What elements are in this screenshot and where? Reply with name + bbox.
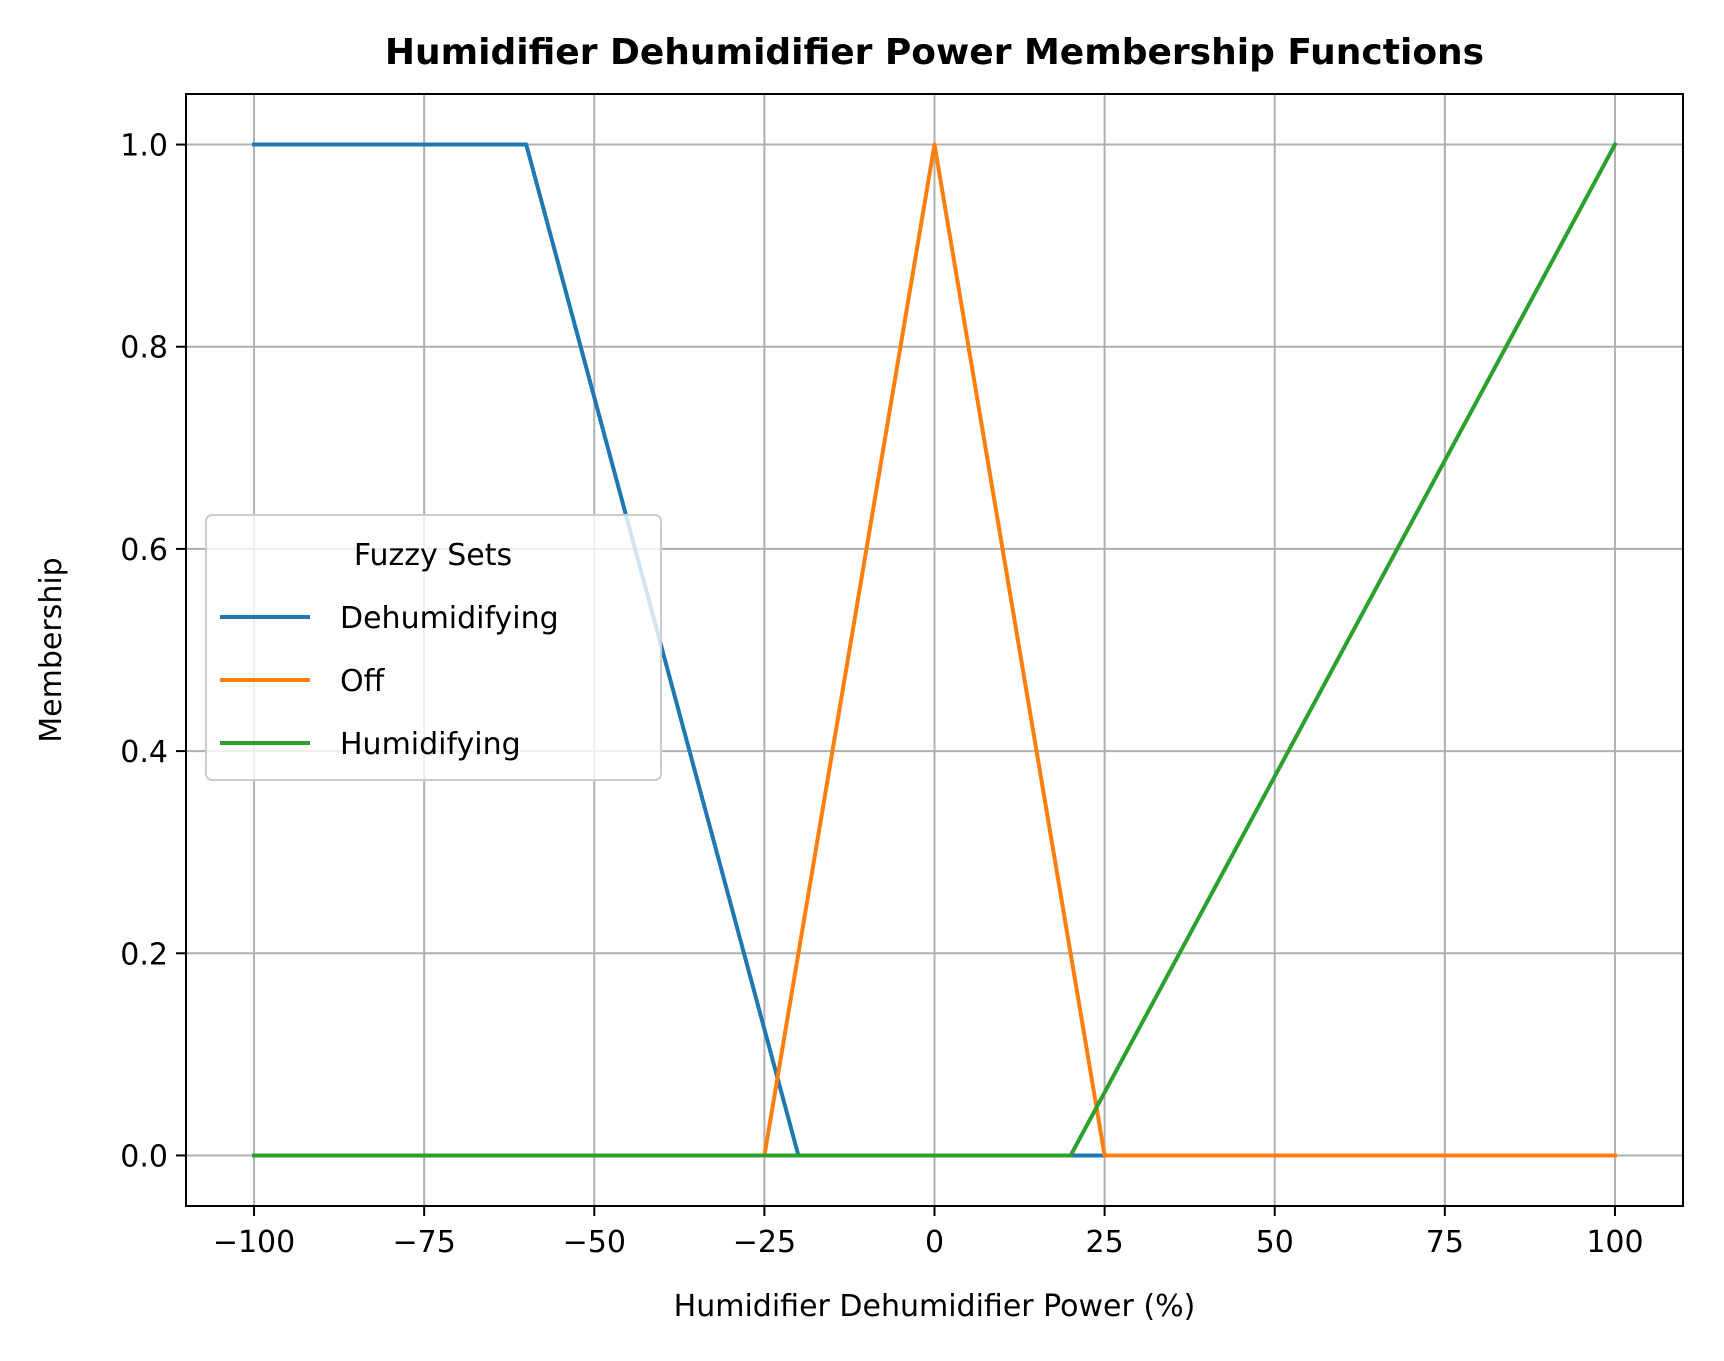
x-tick-label: 100 — [1586, 1225, 1643, 1260]
x-tick-label: −75 — [393, 1225, 456, 1260]
y-axis-title: Membership — [34, 557, 69, 742]
legend-title: Fuzzy Sets — [354, 538, 512, 573]
legend-label-humidifying: Humidifying — [340, 727, 521, 762]
x-tick-label: −100 — [213, 1225, 295, 1260]
y-tick-label: 0.4 — [120, 735, 168, 770]
y-tick-label: 0.2 — [120, 937, 168, 972]
legend-label-dehumidifying: Dehumidifying — [340, 601, 559, 636]
x-tick-label: 25 — [1086, 1225, 1124, 1260]
series-line-humidifying — [252, 141, 1618, 1158]
x-axis-title: Humidifier Dehumidifier Power (%) — [674, 1289, 1196, 1324]
y-tick-label: 0.0 — [120, 1139, 168, 1174]
axis-ticks: −100 −75 −50 −25 0 25 50 75 100 0.0 0.2 0.4 0.6 0.8 1.… — [120, 129, 1643, 1260]
x-tick-label: −25 — [733, 1225, 796, 1260]
legend: Fuzzy Sets Dehumidifying Off Humidifying — [205, 514, 662, 781]
legend-items: Dehumidifying Off Humidifying — [220, 601, 559, 762]
series-lines — [252, 141, 1618, 1158]
x-tick-label: −50 — [563, 1225, 626, 1260]
chart-title: Humidifier Dehumidifier Power Membership… — [385, 32, 1484, 73]
y-tick-label: 0.8 — [120, 331, 168, 366]
x-tick-label: 75 — [1426, 1225, 1464, 1260]
legend-label-off: Off — [340, 664, 386, 699]
legend-box — [205, 514, 662, 781]
x-tick-label: 0 — [925, 1225, 944, 1260]
x-tick-label: 50 — [1256, 1225, 1294, 1260]
y-tick-label: 1.0 — [120, 129, 168, 164]
y-tick-label: 0.6 — [120, 533, 168, 568]
